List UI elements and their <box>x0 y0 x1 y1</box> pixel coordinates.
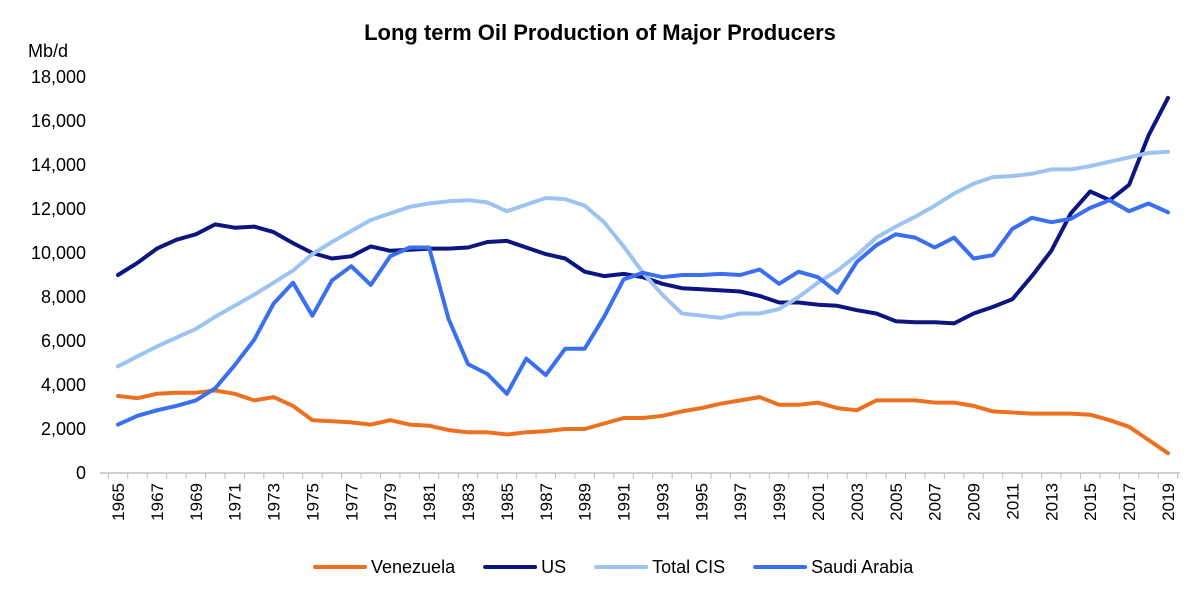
y-tick-label: 0 <box>76 463 86 483</box>
y-tick-label: 16,000 <box>31 111 86 131</box>
y-axis: 0 2,000 4,000 6,000 8,000 10,000 12,000 14,000 1… <box>31 67 86 483</box>
x-tick-label: 1995 <box>692 483 711 521</box>
x-tick-label: 2011 <box>1003 483 1022 520</box>
x-tick-label: 1983 <box>459 483 478 521</box>
legend-label-total-cis: Total CIS <box>652 557 725 577</box>
plot-area <box>116 95 1170 456</box>
series-line-saudi-arabia <box>116 198 1170 427</box>
x-tick-label: 1999 <box>770 483 789 521</box>
x-tick-label: 1969 <box>187 483 206 521</box>
x-tick-label: 1985 <box>498 483 517 521</box>
x-tick-label: 1981 <box>420 483 439 521</box>
x-tick-label: 2019 <box>1159 483 1178 521</box>
series-line-venezuela <box>116 388 1170 456</box>
x-tick-label: 1977 <box>342 483 361 521</box>
x-tick-label: 1979 <box>381 483 400 521</box>
x-tick-label: 1987 <box>537 483 556 521</box>
x-tick-label: 1965 <box>109 483 128 521</box>
legend-label-venezuela: Venezuela <box>371 557 456 577</box>
y-tick-label: 8,000 <box>41 287 86 307</box>
x-tick-label: 1973 <box>265 483 284 521</box>
x-tick-label: 2005 <box>887 483 906 521</box>
y-axis-label: Mb/d <box>28 41 68 61</box>
y-tick-label: 12,000 <box>31 199 86 219</box>
y-tick-label: 14,000 <box>31 155 86 175</box>
x-tick-label: 1989 <box>576 483 595 521</box>
x-tick-label: 2001 <box>809 483 828 521</box>
x-tick-label: 1993 <box>653 483 672 521</box>
x-tick-label: 1991 <box>615 483 634 521</box>
y-tick-label: 2,000 <box>41 419 86 439</box>
y-tick-label: 6,000 <box>41 331 86 351</box>
legend-label-us: US <box>541 557 566 577</box>
legend-label-saudi-arabia: Saudi Arabia <box>811 557 914 577</box>
chart-title: Long term Oil Production of Major Produc… <box>364 20 836 45</box>
y-tick-label: 18,000 <box>31 67 86 87</box>
x-tick-label: 2009 <box>965 483 984 521</box>
x-axis: 1965 1967 1969 1971 1973 1975 1977 1979 1981 1983… <box>100 472 1180 521</box>
x-tick-label: 2015 <box>1081 483 1100 521</box>
y-tick-label: 4,000 <box>41 375 86 395</box>
x-tick-label: 2003 <box>848 483 867 521</box>
legend: Venezuela US Total CIS Saudi Arabia <box>313 557 914 577</box>
x-tick-label: 1967 <box>148 483 167 521</box>
x-tick-label: 2013 <box>1042 483 1061 521</box>
x-tick-label: 1971 <box>226 483 245 521</box>
x-tick-label: 2007 <box>926 483 945 521</box>
x-tick-label: 1975 <box>303 483 322 521</box>
x-tick-label: 2017 <box>1120 483 1139 521</box>
series-line-us <box>116 95 1170 326</box>
y-tick-label: 10,000 <box>31 243 86 263</box>
x-tick-label: 1997 <box>731 483 750 521</box>
series-line-total-cis <box>116 149 1170 369</box>
